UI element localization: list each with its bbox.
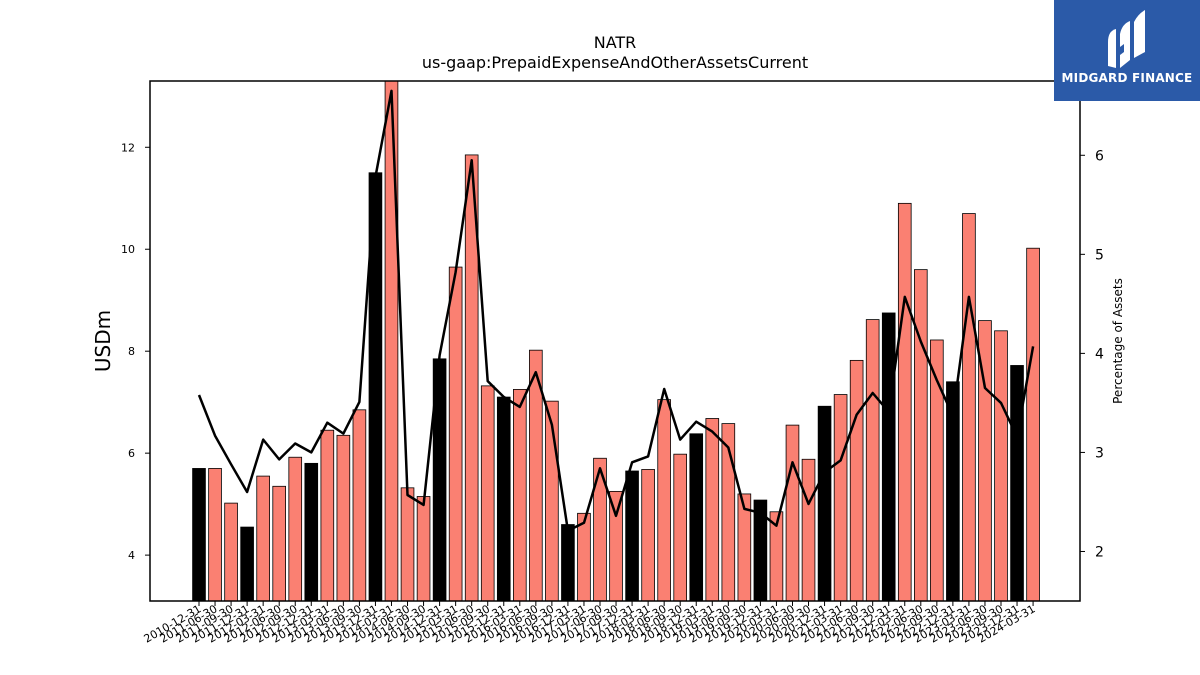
bar xyxy=(865,319,880,602)
bar xyxy=(962,213,976,602)
bar xyxy=(256,475,270,602)
bar xyxy=(577,512,591,602)
logo-text: MIDGARD FINANCE xyxy=(1061,71,1193,85)
y2-tick-label: 4 xyxy=(1095,346,1104,362)
line-series xyxy=(197,89,1035,532)
y2-tick-label: 3 xyxy=(1095,445,1104,461)
y2-tick-label: 5 xyxy=(1095,247,1104,263)
bar xyxy=(1010,365,1024,602)
bar xyxy=(513,389,527,602)
bar xyxy=(272,485,286,602)
chart-title: NATR xyxy=(594,33,637,52)
y2-axis-label: Percentage of Assets xyxy=(1111,278,1125,404)
bar xyxy=(817,405,832,602)
bar xyxy=(192,468,206,602)
y2-tick-label: 2 xyxy=(1095,544,1104,560)
bar xyxy=(288,456,303,602)
bar xyxy=(400,487,415,602)
bar xyxy=(849,359,864,602)
bar xyxy=(336,434,351,602)
chart-subtitle: us-gaap:PrepaidExpenseAndOtherAssetsCurr… xyxy=(422,53,808,72)
logo-mark-icon xyxy=(1108,10,1145,68)
brand-logo: MIDGARD FINANCE xyxy=(1054,0,1200,101)
y-tick-label: 10 xyxy=(121,243,135,256)
y-tick-label: 4 xyxy=(128,549,135,562)
bar xyxy=(352,409,367,602)
bar xyxy=(625,470,639,602)
y2-tick-label: 6 xyxy=(1095,148,1104,164)
bar xyxy=(689,433,704,602)
y-tick-label: 12 xyxy=(121,141,135,154)
bar xyxy=(1026,247,1040,602)
bar xyxy=(641,469,655,602)
bar xyxy=(914,269,928,602)
bar xyxy=(496,396,511,602)
x-axis: 2010-12-312011-06-302011-09-302011-12-31… xyxy=(142,601,1038,646)
y-axis-right: 2 3 4 5 6 xyxy=(1080,148,1104,560)
bar-series xyxy=(192,80,1040,602)
bar xyxy=(705,418,720,602)
y-axis-left: 4 6 8 10 12 xyxy=(121,141,150,562)
bar xyxy=(384,80,399,602)
bar xyxy=(416,496,431,602)
percentage-line xyxy=(197,89,1035,532)
bar xyxy=(994,330,1008,602)
bar xyxy=(609,490,623,602)
y-tick-label: 6 xyxy=(128,447,135,460)
bar xyxy=(833,394,848,602)
bar xyxy=(801,458,816,602)
plot-frame xyxy=(149,80,1081,602)
bar xyxy=(448,266,463,602)
bar xyxy=(320,429,335,602)
bar xyxy=(561,524,575,602)
bar xyxy=(480,385,495,602)
y-tick-label: 8 xyxy=(128,345,135,358)
bar xyxy=(881,312,896,602)
bar xyxy=(208,468,222,602)
bar xyxy=(224,502,238,602)
bar xyxy=(897,202,912,602)
bar xyxy=(240,526,254,602)
bar xyxy=(785,424,800,602)
y-axis-label: USDm xyxy=(91,310,115,372)
bar xyxy=(673,453,687,602)
bar xyxy=(304,462,319,602)
bar xyxy=(657,399,671,602)
